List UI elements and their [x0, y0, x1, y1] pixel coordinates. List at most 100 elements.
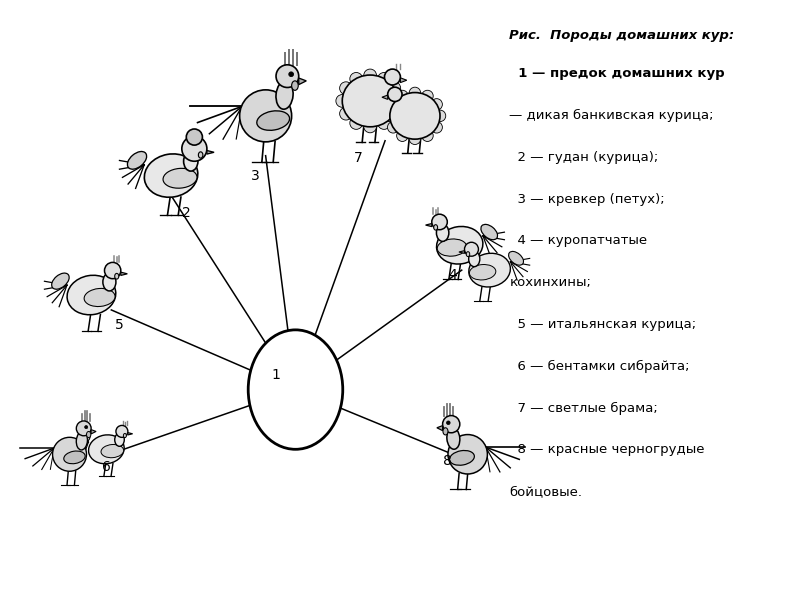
Ellipse shape [198, 152, 203, 158]
Text: — дикая банкивская курица;: — дикая банкивская курица; [510, 109, 714, 122]
Text: 8 — красные черногрудые: 8 — красные черногрудые [510, 443, 705, 457]
Circle shape [432, 214, 447, 230]
Ellipse shape [101, 445, 124, 458]
Ellipse shape [312, 380, 321, 389]
Polygon shape [426, 224, 432, 227]
Circle shape [76, 421, 91, 436]
Circle shape [384, 110, 395, 122]
Polygon shape [91, 430, 96, 434]
Circle shape [289, 72, 294, 77]
Ellipse shape [286, 382, 313, 403]
Ellipse shape [114, 274, 118, 279]
Circle shape [186, 129, 202, 145]
Ellipse shape [127, 152, 146, 169]
Text: 5 — итальянская курица;: 5 — итальянская курица; [510, 318, 697, 331]
Text: кохинхины;: кохинхины; [510, 276, 591, 289]
Circle shape [105, 262, 121, 278]
Circle shape [284, 374, 293, 383]
Ellipse shape [84, 289, 115, 307]
Circle shape [388, 107, 401, 120]
Circle shape [340, 107, 352, 120]
Text: 8: 8 [443, 454, 452, 468]
Ellipse shape [390, 92, 440, 139]
Text: 4 — куропатчатые: 4 — куропатчатые [510, 235, 648, 247]
Circle shape [182, 136, 207, 161]
Ellipse shape [290, 383, 302, 391]
Polygon shape [207, 151, 214, 154]
Ellipse shape [76, 431, 87, 450]
Text: 2 — гудан (курица);: 2 — гудан (курица); [510, 151, 658, 164]
Circle shape [422, 130, 434, 142]
Ellipse shape [285, 380, 287, 383]
Ellipse shape [287, 389, 303, 398]
Ellipse shape [448, 434, 487, 474]
Circle shape [409, 133, 421, 145]
Ellipse shape [53, 437, 86, 471]
Polygon shape [306, 370, 310, 373]
Ellipse shape [163, 169, 197, 188]
Ellipse shape [447, 428, 460, 449]
Circle shape [392, 95, 404, 107]
Ellipse shape [123, 433, 126, 437]
Polygon shape [459, 251, 465, 253]
Ellipse shape [257, 111, 290, 130]
Circle shape [388, 87, 402, 101]
Circle shape [431, 122, 442, 133]
Ellipse shape [342, 75, 398, 127]
Ellipse shape [184, 151, 198, 171]
Ellipse shape [437, 224, 449, 241]
Text: 4: 4 [448, 268, 457, 282]
Circle shape [336, 95, 349, 107]
Circle shape [397, 130, 408, 142]
Circle shape [465, 242, 478, 256]
Polygon shape [128, 433, 133, 435]
Ellipse shape [89, 435, 124, 464]
Ellipse shape [469, 253, 510, 287]
Text: 2: 2 [182, 206, 190, 220]
Circle shape [350, 73, 362, 85]
Ellipse shape [470, 265, 496, 280]
Circle shape [387, 122, 399, 133]
Polygon shape [280, 380, 284, 382]
Circle shape [116, 425, 128, 437]
Text: Рис.  Породы домашних кур:: Рис. Породы домашних кур: [510, 29, 734, 42]
Polygon shape [382, 95, 388, 100]
Circle shape [364, 69, 377, 82]
Ellipse shape [114, 433, 124, 446]
Circle shape [388, 82, 401, 95]
Ellipse shape [103, 273, 116, 291]
Ellipse shape [86, 431, 91, 437]
Ellipse shape [437, 226, 483, 264]
Circle shape [85, 425, 88, 428]
Ellipse shape [450, 451, 474, 465]
Ellipse shape [67, 275, 116, 315]
Text: 7 — светлые брама;: 7 — светлые брама; [510, 401, 658, 415]
Circle shape [364, 120, 377, 133]
Text: 1: 1 [271, 368, 280, 382]
Text: 6 — бентамки сибрайта;: 6 — бентамки сибрайта; [510, 360, 690, 373]
Text: 6: 6 [102, 460, 111, 474]
Ellipse shape [434, 224, 438, 230]
Polygon shape [400, 78, 406, 83]
Circle shape [387, 98, 399, 110]
Ellipse shape [481, 224, 498, 240]
Text: 3: 3 [251, 169, 260, 182]
Circle shape [385, 69, 400, 85]
Circle shape [276, 65, 298, 88]
Text: 5: 5 [115, 318, 124, 332]
Ellipse shape [282, 375, 303, 396]
Text: 1 — предок домашних кур: 1 — предок домашних кур [510, 67, 725, 80]
Ellipse shape [509, 251, 523, 265]
Ellipse shape [52, 273, 69, 289]
Circle shape [350, 116, 362, 130]
Circle shape [409, 87, 421, 98]
Ellipse shape [438, 239, 466, 256]
Circle shape [434, 110, 446, 122]
Ellipse shape [240, 90, 292, 142]
Ellipse shape [303, 371, 306, 375]
Ellipse shape [443, 428, 448, 435]
Ellipse shape [248, 330, 342, 449]
Circle shape [378, 73, 390, 85]
Ellipse shape [469, 251, 480, 266]
Ellipse shape [276, 81, 293, 109]
